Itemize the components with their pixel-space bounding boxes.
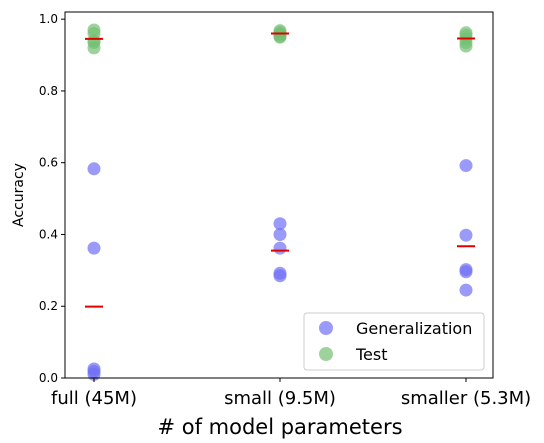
- test-point: [459, 39, 473, 53]
- generalization-point: [273, 227, 287, 241]
- legend-label-test: Test: [355, 345, 388, 364]
- generalization-point: [273, 269, 287, 283]
- y-axis-label: Accuracy: [11, 163, 27, 227]
- x-tick-label: full (45M): [51, 388, 137, 409]
- generalization-point: [273, 241, 287, 255]
- test-point: [87, 41, 101, 55]
- generalization-point: [87, 162, 101, 176]
- legend-marker-test: [319, 347, 333, 361]
- x-tick-label: small (9.5M): [224, 388, 336, 409]
- generalization-point: [459, 283, 473, 297]
- y-tick-label: 0.2: [39, 299, 58, 313]
- x-axis-label: # of model parameters: [157, 415, 402, 439]
- generalization-point: [87, 241, 101, 255]
- axis-layer: 0.0 0.2 0.4 0.6 0.8 1.0 full (45M) small (9.5M)…: [39, 11, 531, 409]
- legend-label-generalization: Generalization: [356, 319, 472, 338]
- y-tick-label: 0.4: [39, 227, 58, 241]
- generalization-point: [273, 217, 287, 231]
- plot-frame: [64, 11, 494, 379]
- y-tick-label: 0.8: [39, 84, 58, 98]
- generalization-point: [459, 265, 473, 279]
- y-tick-label: 0.6: [39, 156, 58, 170]
- plot-layer: [85, 23, 475, 381]
- legend: Generalization Test: [303, 312, 485, 371]
- legend-marker-generalization: [319, 321, 333, 335]
- y-tick-label: 1.0: [39, 12, 58, 26]
- x-tick-label: smaller (5.3M): [401, 388, 531, 409]
- generalization-point: [459, 159, 473, 173]
- y-tick-label: 0.0: [39, 371, 58, 385]
- generalization-point: [459, 228, 473, 242]
- legend-box: [303, 312, 485, 371]
